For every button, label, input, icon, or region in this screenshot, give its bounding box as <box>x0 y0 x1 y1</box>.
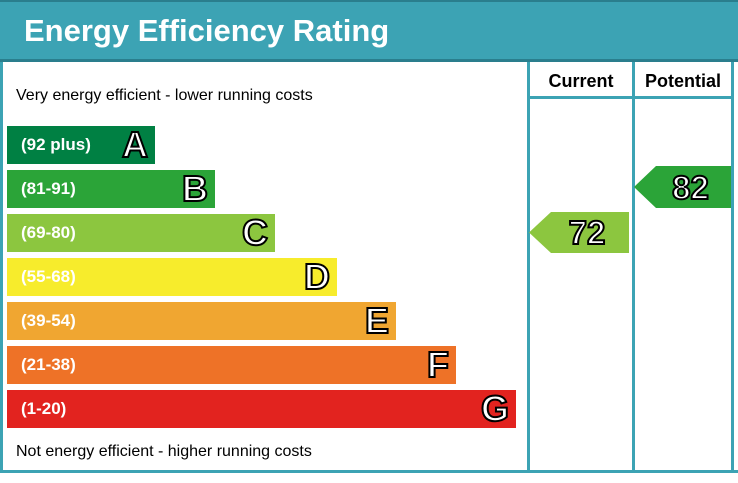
potential-column-divider <box>632 62 635 470</box>
column-header-underline <box>527 96 734 99</box>
band-range-label: (39-54) <box>21 311 76 330</box>
page-title: Energy Efficiency Rating <box>24 12 390 48</box>
band-row-b: (81-91) B <box>7 170 215 208</box>
potential-rating-pointer: 82 <box>634 166 731 208</box>
band-row-a: (92 plus) A <box>7 126 155 164</box>
band-letter: G <box>480 388 510 429</box>
caption-very-efficient: Very energy efficient - lower running co… <box>16 87 313 104</box>
frame-border-right <box>731 62 734 473</box>
band-row-g: (1-20) G <box>7 390 516 428</box>
band-row-c: (69-80) C <box>7 214 275 252</box>
band-row-d: (55-68) D <box>7 258 337 296</box>
band-row-e: (39-54) E <box>7 302 396 340</box>
band-letter: B <box>181 168 209 209</box>
band-letter: F <box>426 344 450 385</box>
caption-not-efficient: Not energy efficient - higher running co… <box>16 443 312 460</box>
current-column-divider <box>527 62 530 470</box>
band-range-label: (92 plus) <box>21 135 91 154</box>
potential-column-header: Potential <box>644 70 721 91</box>
band-row-f: (21-38) F <box>7 346 456 384</box>
current-rating-value: 72 <box>568 214 607 251</box>
band-letter: C <box>241 212 269 253</box>
band-range-label: (55-68) <box>21 267 76 286</box>
frame-border-bottom <box>0 470 738 473</box>
band-letter: A <box>121 124 149 165</box>
potential-rating-value: 82 <box>671 168 710 206</box>
band-letter: E <box>364 300 390 341</box>
current-column-header: Current <box>548 70 614 91</box>
band-letter: D <box>303 256 331 297</box>
current-rating-pointer: 72 <box>529 212 629 253</box>
band-range-label: (81-91) <box>21 179 76 198</box>
frame-border-left <box>0 62 3 473</box>
title-bar: Energy Efficiency Rating <box>0 0 738 62</box>
band-range-label: (21-38) <box>21 355 76 374</box>
band-range-label: (69-80) <box>21 223 76 242</box>
band-range-label: (1-20) <box>21 399 67 418</box>
